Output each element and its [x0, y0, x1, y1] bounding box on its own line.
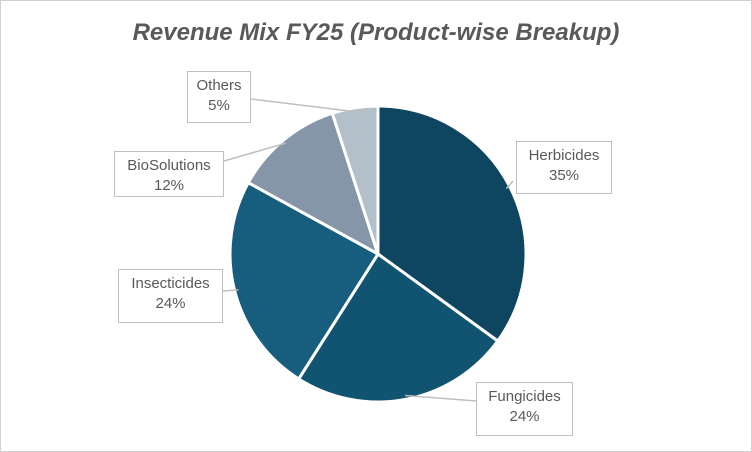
data-label: Others 5%: [187, 71, 251, 123]
leader-line: [222, 289, 239, 292]
data-label-percent: 24%: [155, 295, 186, 312]
pie-slice-others: [330, 104, 380, 255]
data-label-percent: 12%: [153, 177, 185, 194]
data-label-category: Insecticides: [131, 275, 210, 292]
data-label-percent: 24%: [509, 408, 540, 425]
pie-slice-herbicides: [376, 104, 528, 344]
data-label: Insecticides 24%: [118, 269, 223, 323]
chart-title: Revenue Mix FY25 (Product-wise Breakup): [132, 19, 620, 46]
data-label-category: Others: [196, 77, 242, 94]
data-label-percent: 35%: [548, 167, 580, 184]
data-label: Herbicides 35%: [516, 141, 612, 194]
data-label-percent: 5%: [208, 97, 230, 114]
data-label-category: BioSolutions: [127, 157, 211, 174]
leader-line: [505, 180, 514, 190]
leader-line: [250, 98, 356, 113]
data-label-category: Fungicides: [488, 388, 561, 405]
pie-slice-biosolutions: [246, 111, 381, 258]
pie-slice-fungicides: [296, 251, 500, 404]
data-label: BioSolutions 12%: [114, 151, 224, 197]
leader-line: [404, 394, 477, 402]
data-label-category: Herbicides: [528, 147, 600, 164]
data-label: Fungicides 24%: [476, 382, 573, 436]
leader-line: [223, 142, 287, 162]
